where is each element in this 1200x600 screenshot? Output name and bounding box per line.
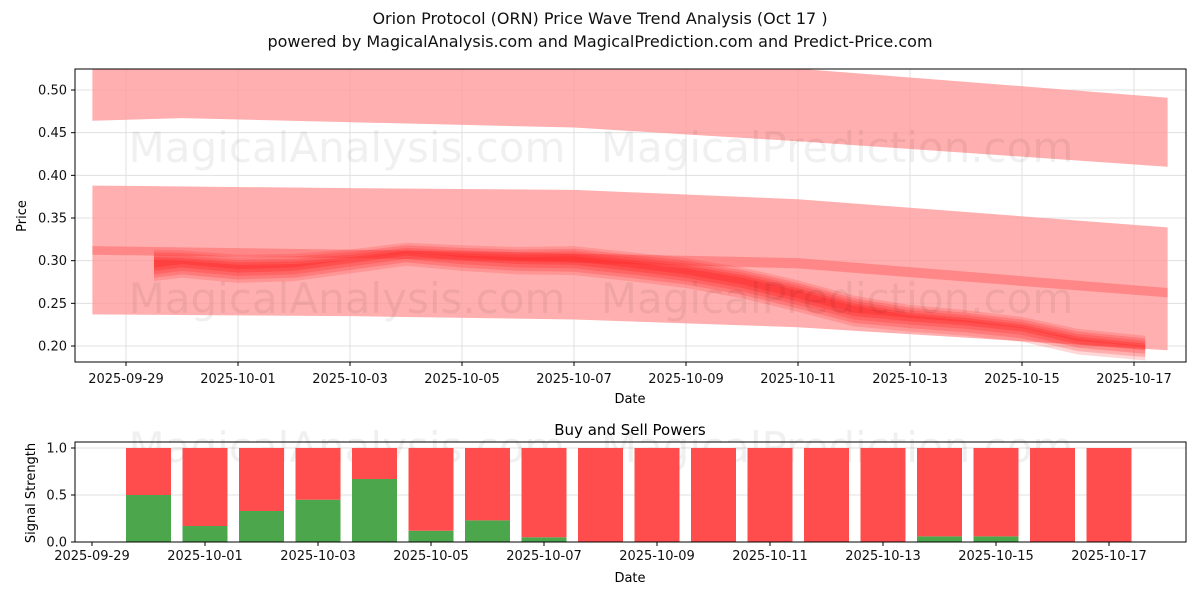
upper-band [92, 69, 1168, 167]
xtick-label: 2025-10-05 [393, 549, 469, 564]
xtick-label: 2025-10-03 [312, 372, 388, 387]
sell-bar [1086, 448, 1132, 542]
middle-band [92, 185, 1168, 351]
signal-plot-frame [74, 441, 1187, 543]
ytick-label: 0.25 [38, 297, 67, 312]
sell-bar [352, 448, 397, 480]
xtick-label: 2025-10-05 [424, 372, 500, 387]
main-ylabel: Price [15, 200, 30, 232]
signal-bars [126, 448, 1132, 542]
buy-bar [352, 479, 397, 542]
trend-line [92, 246, 1168, 298]
xtick-label: 2025-10-17 [1096, 372, 1172, 387]
sell-bar [408, 448, 454, 531]
buy-bar [521, 537, 567, 542]
ytick-label: 0.40 [38, 169, 67, 184]
sell-bar [239, 448, 284, 511]
buy-bar [295, 499, 341, 542]
watermark-text: MagicalPrediction.com [601, 123, 1074, 172]
sell-bar [182, 448, 228, 527]
ytick-label: 1.0 [46, 442, 67, 457]
xtick-label: 2025-10-03 [280, 549, 356, 564]
main-bands [92, 69, 1168, 361]
chart-title: Orion Protocol (ORN) Price Wave Trend An… [372, 9, 828, 28]
sell-bar [634, 448, 680, 542]
sell-bar [691, 448, 736, 542]
xtick-label: 2025-10-15 [958, 549, 1034, 564]
sell-bar [973, 448, 1019, 537]
buy-bar [239, 510, 284, 542]
ytick-label: 0.20 [38, 340, 67, 355]
buy-bar [408, 530, 454, 542]
watermark-text: MagicalAnalysis.com [129, 123, 566, 172]
sell-bar [747, 448, 793, 542]
signal-ylabel: Signal Strength [24, 443, 39, 543]
xtick-label: 2025-10-11 [760, 372, 836, 387]
sell-bar [860, 448, 906, 542]
sell-bar [804, 448, 849, 542]
ytick-label: 0.35 [38, 212, 67, 227]
price-wave-strand [154, 250, 1146, 351]
main-watermarks: MagicalAnalysis.com MagicalPrediction.com… [129, 123, 1074, 323]
xtick-label: 2025-10-01 [200, 372, 276, 387]
ytick-label: 0.0 [46, 536, 67, 551]
ytick-label: 0.45 [38, 126, 67, 141]
xtick-label: 2025-10-09 [648, 372, 724, 387]
xtick-label: 2025-10-17 [1071, 549, 1147, 564]
price-wave-strand [154, 242, 1146, 361]
sell-bar [1030, 448, 1075, 542]
sell-bar [295, 448, 341, 500]
ytick-label: 0.30 [38, 254, 67, 269]
buy-bar [126, 495, 171, 542]
buy-bar [182, 526, 228, 542]
main-plot-frame [74, 68, 1187, 363]
buy-bar [917, 536, 962, 542]
xtick-label: 2025-10-07 [506, 549, 582, 564]
main-axes: 0.20 0.25 0.30 0.35 0.40 0.45 0.50 2025-09-29 20… [38, 68, 1187, 387]
chart-subtitle: powered by MagicalAnalysis.com and Magic… [267, 32, 933, 51]
watermark-text: MagicalPrediction.com [601, 274, 1074, 323]
buy-bar [973, 536, 1019, 542]
price-wave-strand [154, 247, 1146, 354]
signal-axes: 0.0 0.5 1.0 2025-09-29 2025-10-01 2025-10-03 2… [46, 441, 1187, 564]
sell-bar [126, 448, 171, 495]
ytick-label: 0.50 [38, 84, 67, 99]
main-xlabel: Date [614, 392, 645, 407]
signal-title: Buy and Sell Powers [554, 421, 706, 439]
xtick-label: 2025-09-29 [54, 549, 130, 564]
xtick-label: 2025-10-07 [536, 372, 612, 387]
sell-bar [521, 448, 567, 538]
xtick-label: 2025-10-13 [872, 372, 948, 387]
sell-bar [465, 448, 510, 521]
sell-bar [917, 448, 962, 537]
xtick-label: 2025-10-13 [845, 549, 921, 564]
xtick-label: 2025-10-01 [167, 549, 243, 564]
sell-bar [578, 448, 623, 542]
signal-xlabel: Date [614, 571, 645, 586]
watermark-text: MagicalAnalysis.com [129, 274, 566, 323]
xtick-label: 2025-10-15 [984, 372, 1060, 387]
buy-bar [465, 520, 510, 542]
xtick-label: 2025-10-09 [619, 549, 695, 564]
xtick-label: 2025-09-29 [88, 372, 164, 387]
price-wave-strand [154, 245, 1146, 358]
xtick-label: 2025-10-11 [732, 549, 808, 564]
ytick-label: 0.5 [46, 489, 67, 504]
